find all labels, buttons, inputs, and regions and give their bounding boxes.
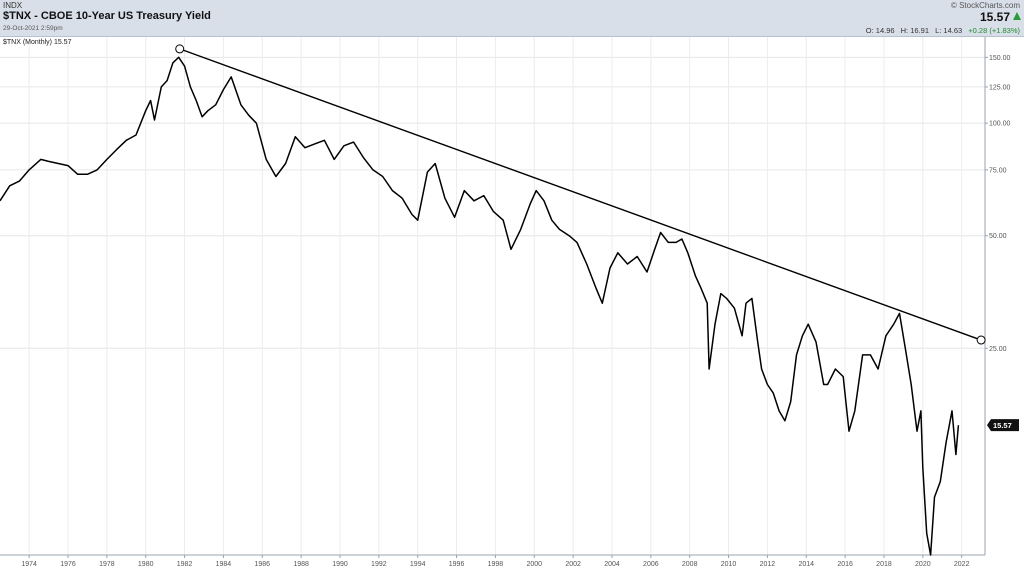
ohlc-stats: O: 14.96 H: 16.91 L: 14.63 +0.28 (+1.83%…: [862, 26, 1020, 35]
x-tick-label: 2012: [760, 561, 776, 568]
change-value: +0.28 (+1.83%): [968, 26, 1020, 35]
chart-title: $TNX - CBOE 10-Year US Treasury Yield: [3, 10, 211, 22]
x-tick-label: 1984: [216, 561, 232, 568]
chart-datetime: 29-Oct-2021 2:59pm: [3, 25, 63, 32]
plot-background: [0, 37, 985, 555]
x-tick-label: 1992: [371, 561, 387, 568]
x-tick-label: 2010: [721, 561, 737, 568]
chart-header: INDX $TNX - CBOE 10-Year US Treasury Yie…: [0, 0, 1024, 37]
y-tick-label: 50.00: [989, 233, 1007, 240]
x-tick-label: 2016: [837, 561, 853, 568]
y-tick-label: 25.00: [989, 346, 1007, 353]
x-tick-label: 1986: [254, 561, 270, 568]
low-value: L: 14.63: [935, 26, 963, 35]
x-tick-label: 1988: [293, 561, 309, 568]
x-tick-label: 1980: [138, 561, 154, 568]
grid-lines: [0, 37, 985, 555]
x-tick-label: 1994: [410, 561, 426, 568]
x-axis-ticks: 1974 1976 1978 1980 1982 1984 1986 1988 1990 1992…: [21, 555, 970, 568]
y-axis-ticks: 25.00 50.00 75.00 100.00 125.00 150.00: [985, 55, 1011, 353]
x-tick-label: 2002: [565, 561, 581, 568]
price-series-line: [0, 56, 960, 556]
x-tick-label: 1976: [60, 561, 76, 568]
y-tick-label: 150.00: [989, 55, 1011, 62]
series-legend: $TNX (Monthly) 15.57: [3, 39, 72, 46]
x-tick-label: 2008: [682, 561, 698, 568]
up-arrow-icon: [1013, 12, 1021, 20]
x-tick-label: 1978: [99, 561, 115, 568]
last-value-label: 15.57: [993, 421, 1012, 430]
last-price: 15.57: [979, 10, 1010, 24]
trendline-end-handle[interactable]: [976, 335, 986, 345]
last-value-marker: 15.57: [987, 419, 1019, 432]
y-tick-label: 75.00: [989, 167, 1007, 174]
x-tick-label: 1982: [177, 561, 193, 568]
x-tick-label: 2004: [604, 561, 620, 568]
trendline: [179, 48, 982, 341]
x-tick-label: 2022: [954, 561, 970, 568]
open-value: O: 14.96: [865, 26, 895, 35]
x-tick-label: 1998: [488, 561, 504, 568]
x-tick-label: 2020: [915, 561, 931, 568]
x-tick-label: 2014: [798, 561, 814, 568]
x-tick-label: 1996: [449, 561, 465, 568]
high-value: H: 16.91: [900, 26, 929, 35]
last-value-badge: [987, 419, 1019, 432]
x-tick-label: 2018: [876, 561, 892, 568]
y-tick-label: 100.00: [989, 121, 1011, 128]
y-tick-label: 125.00: [989, 84, 1011, 91]
x-tick-label: 2006: [643, 561, 659, 568]
x-tick-label: 1990: [332, 561, 348, 568]
copyright-text[interactable]: © StockCharts.com: [950, 1, 1020, 10]
x-tick-label: 1974: [21, 561, 37, 568]
x-tick-label: 2000: [526, 561, 542, 568]
exchange-label: INDX: [3, 1, 23, 10]
trendline-start-handle[interactable]: [175, 44, 185, 54]
